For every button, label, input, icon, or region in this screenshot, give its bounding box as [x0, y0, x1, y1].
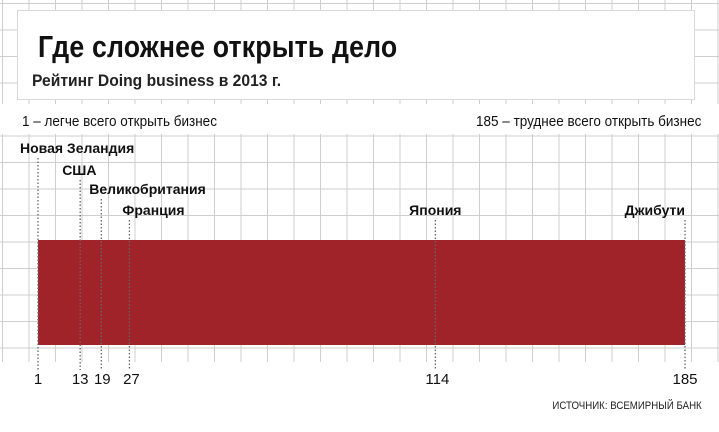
- tick-label: 1: [34, 371, 42, 388]
- country-label: Япония: [409, 202, 461, 218]
- tick-label: 114: [425, 371, 449, 388]
- ranking-bar: [38, 240, 685, 345]
- chart-subtitle: Рейтинг Doing business в 2013 г.: [32, 71, 282, 90]
- country-label: Великобритания: [89, 181, 205, 197]
- tick-label: 185: [672, 371, 697, 388]
- country-label: Франция: [122, 202, 184, 218]
- chart-title: Где сложнее открыть дело: [38, 29, 398, 64]
- bottom-band: [0, 362, 719, 432]
- tick-label: 27: [123, 371, 140, 388]
- source-note: ИСТОЧНИК: ВСЕМИРНЫЙ БАНК: [552, 400, 702, 412]
- country-label: США: [62, 162, 96, 178]
- legend-left: 1 – легче всего открыть бизнес: [22, 113, 217, 130]
- legend-right: 185 – труднее всего открыть бизнес: [475, 113, 701, 130]
- tick-label: 19: [94, 371, 111, 388]
- country-label: Новая Зеландия: [20, 140, 134, 156]
- country-label: Джибути: [625, 202, 685, 218]
- legend-band: [0, 104, 719, 134]
- tick-label: 13: [72, 371, 89, 388]
- title-box: Где сложнее открыть дело Рейтинг Doing b…: [17, 10, 695, 100]
